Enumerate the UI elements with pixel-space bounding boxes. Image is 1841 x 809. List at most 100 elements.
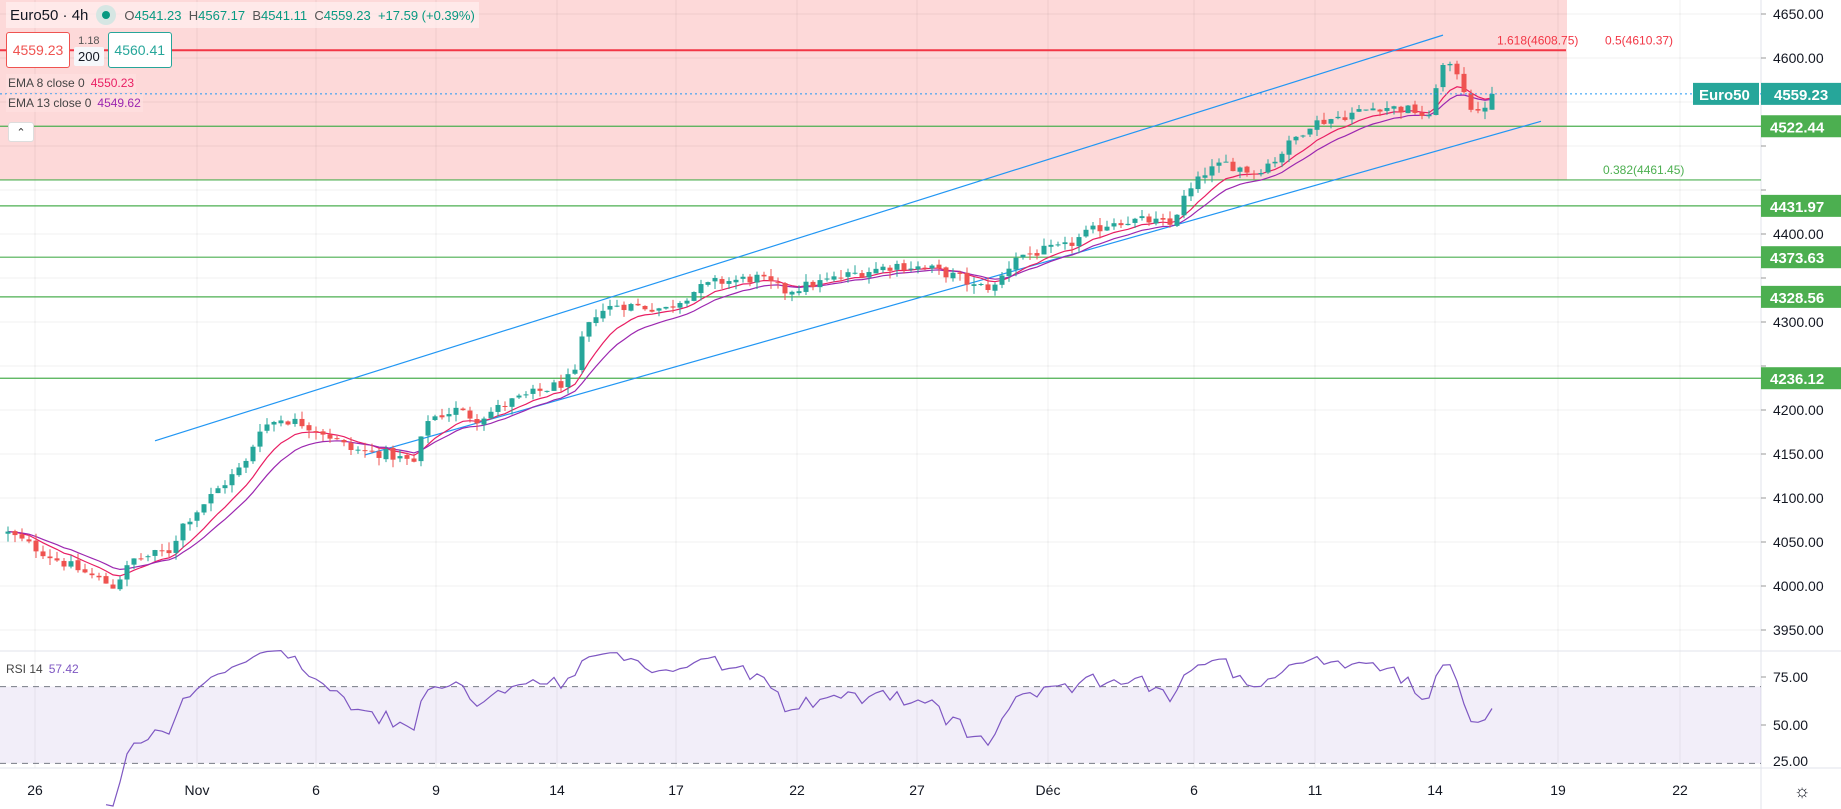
- candle: [586, 321, 592, 342]
- candle: [516, 393, 522, 400]
- ema-13-line: [7, 94, 1493, 571]
- candle: [810, 280, 816, 291]
- candle: [1265, 159, 1271, 174]
- candle-body: [117, 579, 123, 590]
- candle-body: [712, 277, 718, 282]
- candle: [383, 445, 389, 463]
- candle: [649, 303, 655, 313]
- candle: [1377, 108, 1383, 117]
- candle: [859, 270, 865, 279]
- candle-body: [537, 388, 543, 391]
- candle-body: [61, 560, 67, 567]
- ema8-legend[interactable]: EMA 8 close 0 4550.23: [6, 74, 137, 92]
- candle-body: [1006, 268, 1012, 277]
- candle-body: [530, 388, 536, 394]
- candle-body: [1293, 136, 1299, 141]
- candle-body: [1111, 223, 1117, 227]
- candle: [68, 555, 74, 569]
- candle-body: [901, 263, 907, 271]
- candle-body: [859, 273, 865, 278]
- candles: [5, 60, 1495, 591]
- candle-body: [397, 456, 403, 459]
- candle-body: [705, 282, 711, 285]
- candle: [901, 259, 907, 274]
- candle-body: [1433, 88, 1439, 115]
- candle-body: [1034, 253, 1040, 256]
- candle-body: [1286, 140, 1292, 155]
- candle-body: [1307, 128, 1313, 135]
- candle: [117, 576, 123, 591]
- candle-body: [740, 276, 746, 279]
- sell-button[interactable]: 4559.23: [6, 32, 70, 68]
- candle-body: [1048, 244, 1054, 247]
- candle-body: [5, 531, 11, 534]
- candle-body: [1062, 242, 1068, 245]
- candle-body: [180, 523, 186, 541]
- candle: [180, 522, 186, 548]
- settings-gear-icon[interactable]: ☼: [1793, 780, 1811, 801]
- candle-body: [1370, 108, 1376, 111]
- candle-body: [299, 418, 305, 427]
- candle-body: [1461, 73, 1467, 93]
- chevron-up-icon[interactable]: ⌃: [8, 122, 34, 142]
- candle-body: [1391, 106, 1397, 109]
- y-tick-label: 4200.00: [1773, 402, 1824, 418]
- candle: [656, 307, 662, 317]
- candle-body: [789, 291, 795, 295]
- candle-body: [516, 395, 522, 398]
- candle: [1363, 109, 1369, 111]
- buy-button[interactable]: 4560.41: [107, 32, 172, 68]
- candle-body: [677, 302, 683, 308]
- y-tick-label: 4400.00: [1773, 226, 1824, 242]
- candle: [250, 444, 256, 464]
- candle: [1020, 254, 1026, 260]
- candle: [1321, 112, 1327, 125]
- market-status-icon[interactable]: [96, 5, 117, 25]
- candle-body: [887, 267, 893, 271]
- quantity-input[interactable]: 200: [74, 46, 104, 66]
- rsi-legend[interactable]: RSI 14 57.42: [6, 662, 79, 676]
- candle-body: [551, 382, 557, 391]
- candle: [1104, 220, 1110, 232]
- y-tick-label: 3950.00: [1773, 622, 1824, 638]
- candle-body: [733, 279, 739, 283]
- candle-body: [761, 274, 767, 277]
- symbol-title[interactable]: Euro50 · 4h: [10, 6, 89, 24]
- x-tick-label: 6: [312, 782, 320, 798]
- fib-label-05: 0.5(4610.37): [1605, 33, 1673, 47]
- candle-body: [467, 410, 473, 419]
- candle-body: [1342, 117, 1348, 120]
- candle: [103, 572, 109, 584]
- candle: [747, 274, 753, 287]
- candle-body: [1335, 116, 1341, 119]
- candle: [1132, 217, 1138, 229]
- candle-body: [1118, 223, 1124, 226]
- candle-body: [194, 512, 200, 521]
- ema13-legend[interactable]: EMA 13 close 0 4549.62: [6, 94, 143, 112]
- y-tick-label: 4150.00: [1773, 446, 1824, 462]
- candle: [1244, 165, 1250, 177]
- candle-body: [1363, 109, 1369, 111]
- candle-body: [607, 305, 613, 310]
- candle: [1188, 182, 1194, 202]
- candle: [166, 542, 172, 557]
- candle-body: [691, 292, 697, 301]
- candle: [320, 428, 326, 442]
- candle-body: [649, 309, 655, 312]
- y-tick-label: 4100.00: [1773, 490, 1824, 506]
- candle: [5, 526, 11, 542]
- x-tick-label: Déc: [1036, 782, 1061, 798]
- candle: [362, 442, 368, 458]
- candle: [1398, 105, 1404, 119]
- candle-body: [1258, 173, 1264, 175]
- candle-body: [243, 460, 249, 468]
- candle-body: [866, 272, 872, 278]
- candle: [341, 438, 347, 447]
- candle-body: [271, 421, 277, 425]
- candle-body: [341, 439, 347, 443]
- candle: [1013, 252, 1019, 277]
- candle: [369, 443, 375, 454]
- candle-body: [558, 381, 564, 388]
- candle-body: [502, 405, 508, 407]
